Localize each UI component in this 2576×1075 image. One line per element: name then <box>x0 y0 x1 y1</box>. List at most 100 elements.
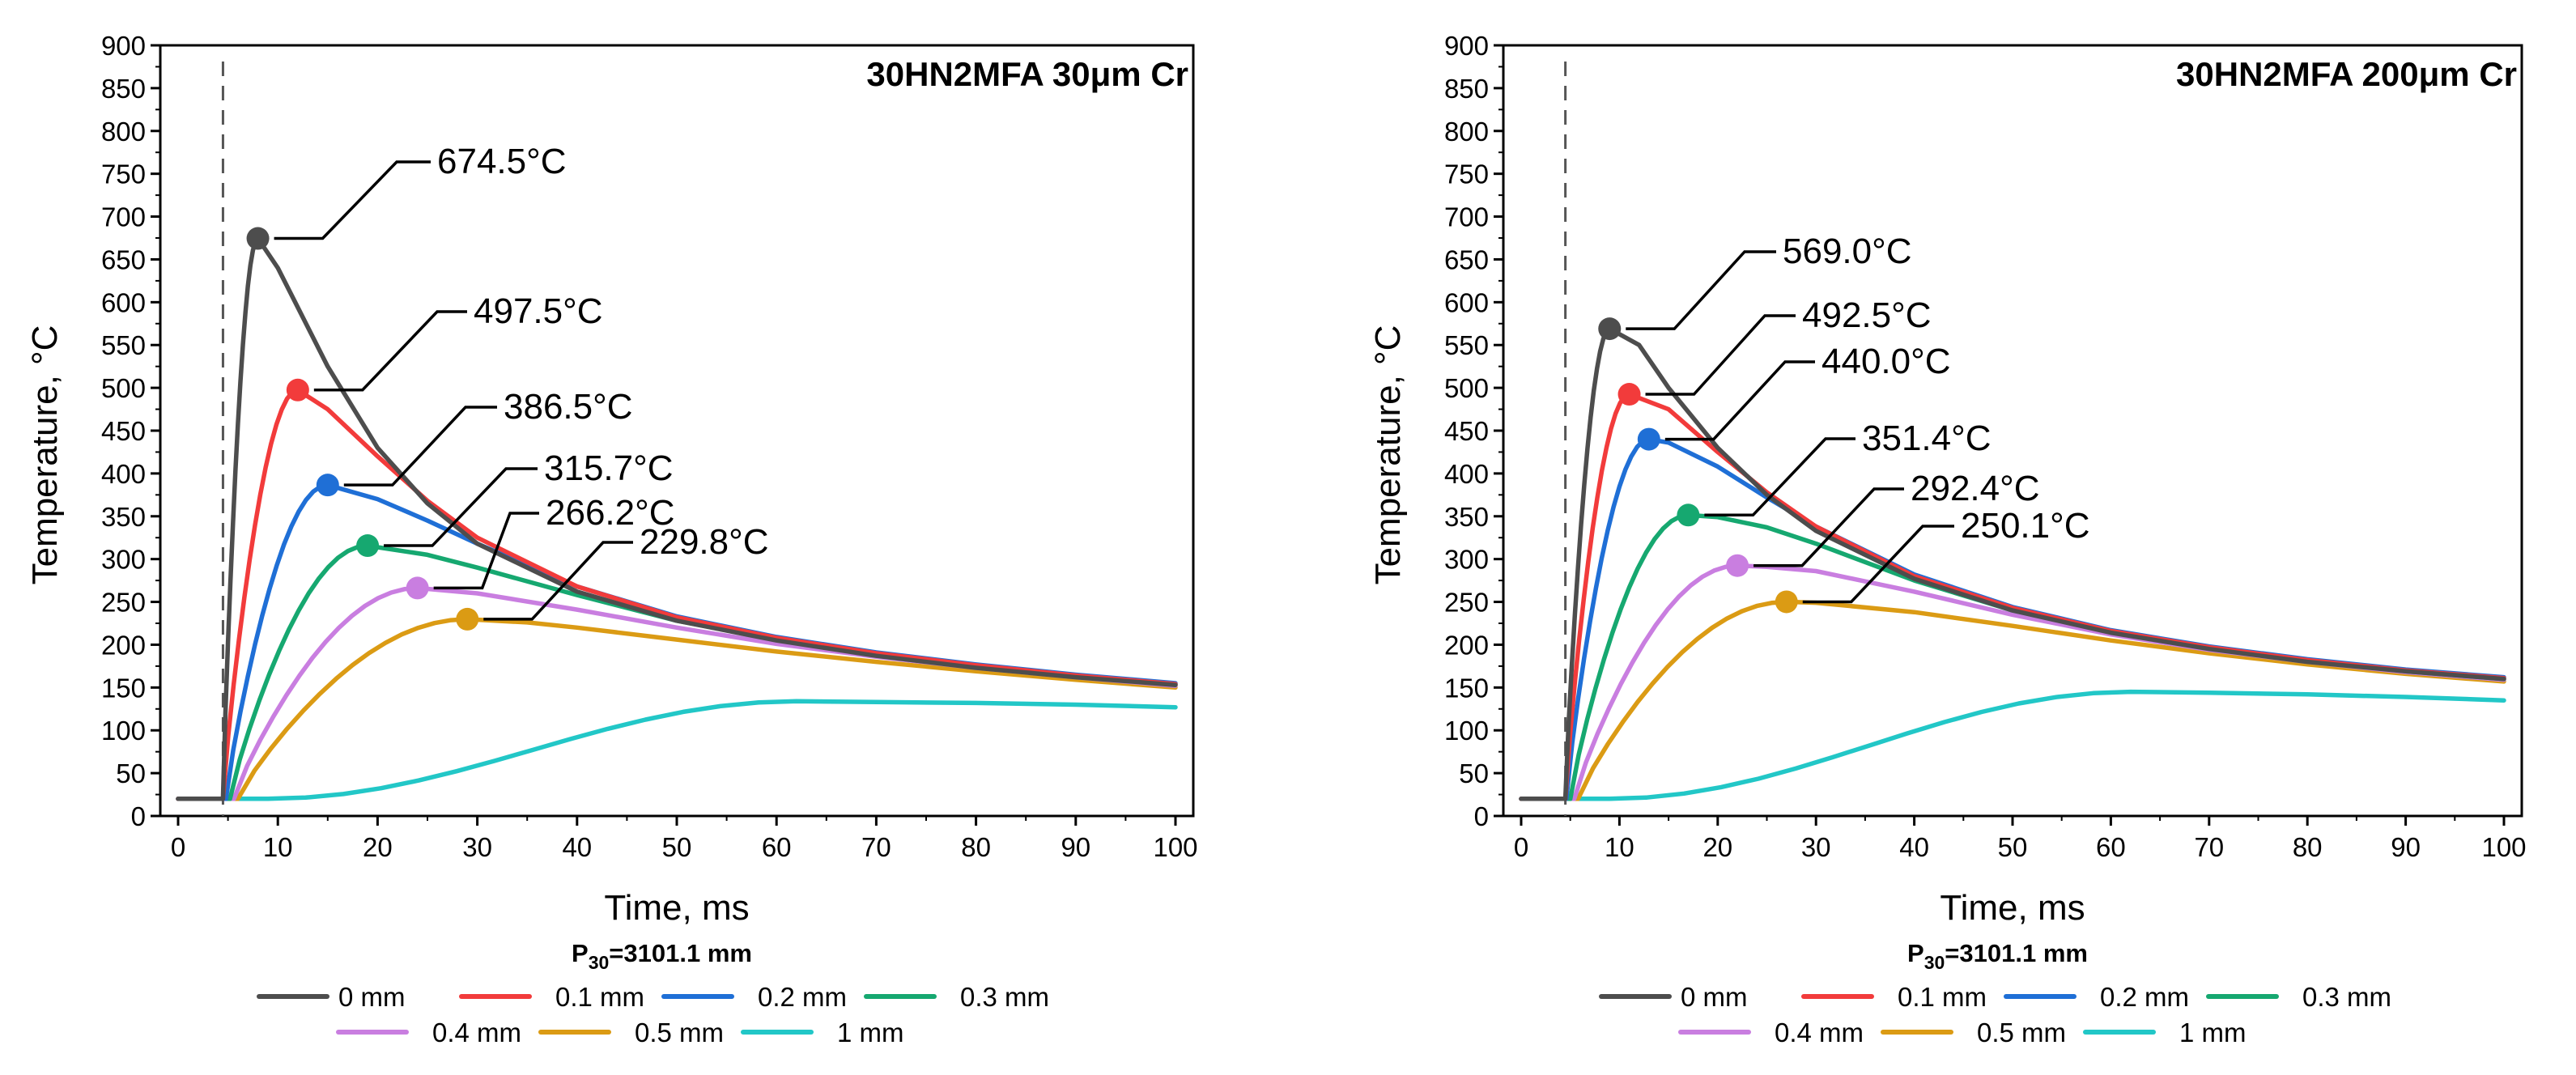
y-tick-label: 100 <box>101 716 146 746</box>
subtitle: P30=3101.1 mm <box>1907 939 2088 973</box>
x-tick-label: 40 <box>1899 832 1929 862</box>
series-line-0-mm <box>1519 326 2506 801</box>
y-tick-label: 350 <box>1444 502 1489 532</box>
peak-marker <box>1598 317 1622 341</box>
y-tick-label: 300 <box>101 545 146 575</box>
series-line-0-4-mm <box>176 585 1178 801</box>
legend-label: 0.3 mm <box>2302 982 2391 1012</box>
x-tick-label: 70 <box>861 832 891 862</box>
peak-label: 266.2°C <box>546 493 674 533</box>
y-tick-label: 300 <box>1444 545 1489 575</box>
y-tick-label: 600 <box>1444 287 1489 317</box>
peak-label: 492.5°C <box>1802 295 1931 335</box>
series-line-0-3-mm <box>1519 512 2506 801</box>
legend-label: 1 mm <box>837 1018 904 1047</box>
peak-label: 229.8°C <box>640 522 768 562</box>
peak-marker <box>1775 590 1798 614</box>
x-axis-title: Time, ms <box>1940 888 2085 928</box>
legend-label: 0.4 mm <box>1775 1018 1864 1047</box>
y-tick-label: 0 <box>131 801 146 831</box>
peak-marker <box>456 607 479 631</box>
peak-marker <box>1677 504 1700 527</box>
y-tick-label: 850 <box>1444 74 1489 104</box>
peak-label: 250.1°C <box>1961 506 2089 546</box>
callout-leader <box>1645 314 1796 396</box>
callout-leader <box>1704 437 1855 517</box>
x-tick-label: 50 <box>1998 832 2028 862</box>
peak-marker <box>356 534 380 558</box>
series-line-0-1-mm <box>176 388 1178 801</box>
x-tick-label: 70 <box>2194 832 2224 862</box>
y-tick-label: 650 <box>1444 244 1489 274</box>
y-tick-label: 750 <box>1444 159 1489 189</box>
legend-label: 0.2 mm <box>2100 982 2189 1012</box>
x-tick-label: 80 <box>2293 832 2323 862</box>
y-tick-label: 400 <box>101 459 146 489</box>
x-tick-label: 30 <box>462 832 492 862</box>
y-tick-label: 850 <box>101 74 146 104</box>
y-tick-label: 150 <box>1444 673 1489 703</box>
y-tick-label: 800 <box>1444 117 1489 147</box>
legend-label: 0.1 mm <box>1898 982 1987 1012</box>
chart-title: 30HN2MFA 200μm Cr <box>2176 55 2517 93</box>
legend-label: 0.1 mm <box>555 982 644 1012</box>
y-tick-label: 500 <box>1444 373 1489 403</box>
x-tick-label: 0 <box>1514 832 1528 862</box>
peak-marker <box>1617 383 1641 406</box>
y-tick-label: 700 <box>101 202 146 232</box>
y-tick-label: 900 <box>101 31 146 61</box>
series-line-1-mm <box>1519 689 2506 801</box>
peak-label: 315.7°C <box>544 448 673 488</box>
peak-label: 674.5°C <box>437 142 566 181</box>
callout-leader <box>1664 360 1815 441</box>
peak-label: 351.4°C <box>1862 419 1991 458</box>
y-tick-label: 200 <box>1444 630 1489 660</box>
series-line-0-4-mm <box>1519 563 2506 801</box>
callout-leader <box>313 310 467 392</box>
series-line-1-mm <box>176 699 1178 801</box>
x-tick-label: 80 <box>961 832 991 862</box>
peak-label: 292.4°C <box>1911 469 2039 508</box>
callout-leader <box>483 541 633 621</box>
peak-label: 497.5°C <box>474 291 602 331</box>
y-tick-label: 700 <box>1444 202 1489 232</box>
y-tick-label: 550 <box>101 330 146 360</box>
callout-leader <box>343 406 497 487</box>
y-tick-label: 400 <box>1444 459 1489 489</box>
subtitle-main: P <box>572 939 589 967</box>
y-tick-label: 200 <box>101 630 146 660</box>
y-tick-label: 250 <box>101 588 146 618</box>
x-tick-label: 100 <box>1153 832 1197 862</box>
legend-label: 0.5 mm <box>1977 1018 2066 1047</box>
y-tick-label: 350 <box>101 502 146 532</box>
x-tick-label: 50 <box>662 832 692 862</box>
subtitle-rest: =3101.1 mm <box>609 939 752 967</box>
x-tick-label: 20 <box>1702 832 1732 862</box>
callout-leader <box>1626 250 1776 330</box>
y-tick-label: 800 <box>101 117 146 147</box>
x-tick-label: 20 <box>363 832 393 862</box>
chart-title: 30HN2MFA 30μm Cr <box>866 55 1188 93</box>
peak-marker <box>1726 554 1749 577</box>
legend-label: 0.5 mm <box>635 1018 724 1047</box>
peak-marker <box>246 227 270 250</box>
series-line-0-1-mm <box>1519 392 2506 801</box>
peak-marker <box>1637 427 1660 451</box>
legend-label: 0.3 mm <box>960 982 1049 1012</box>
peak-label: 440.0°C <box>1821 342 1950 381</box>
x-tick-label: 60 <box>762 832 792 862</box>
subtitle-subscript: 30 <box>589 952 610 973</box>
x-axis-title: Time, ms <box>604 888 749 928</box>
peak-label: 569.0°C <box>1783 232 1911 271</box>
peak-marker <box>316 474 339 497</box>
peak-label: 386.5°C <box>504 387 632 427</box>
subtitle: P30=3101.1 mm <box>572 939 752 973</box>
x-tick-label: 100 <box>2481 832 2526 862</box>
y-tick-label: 650 <box>101 244 146 274</box>
x-tick-label: 90 <box>1061 832 1090 862</box>
y-tick-label: 450 <box>1444 416 1489 446</box>
y-tick-label: 750 <box>101 159 146 189</box>
y-tick-label: 450 <box>101 416 146 446</box>
y-tick-label: 50 <box>116 758 146 788</box>
